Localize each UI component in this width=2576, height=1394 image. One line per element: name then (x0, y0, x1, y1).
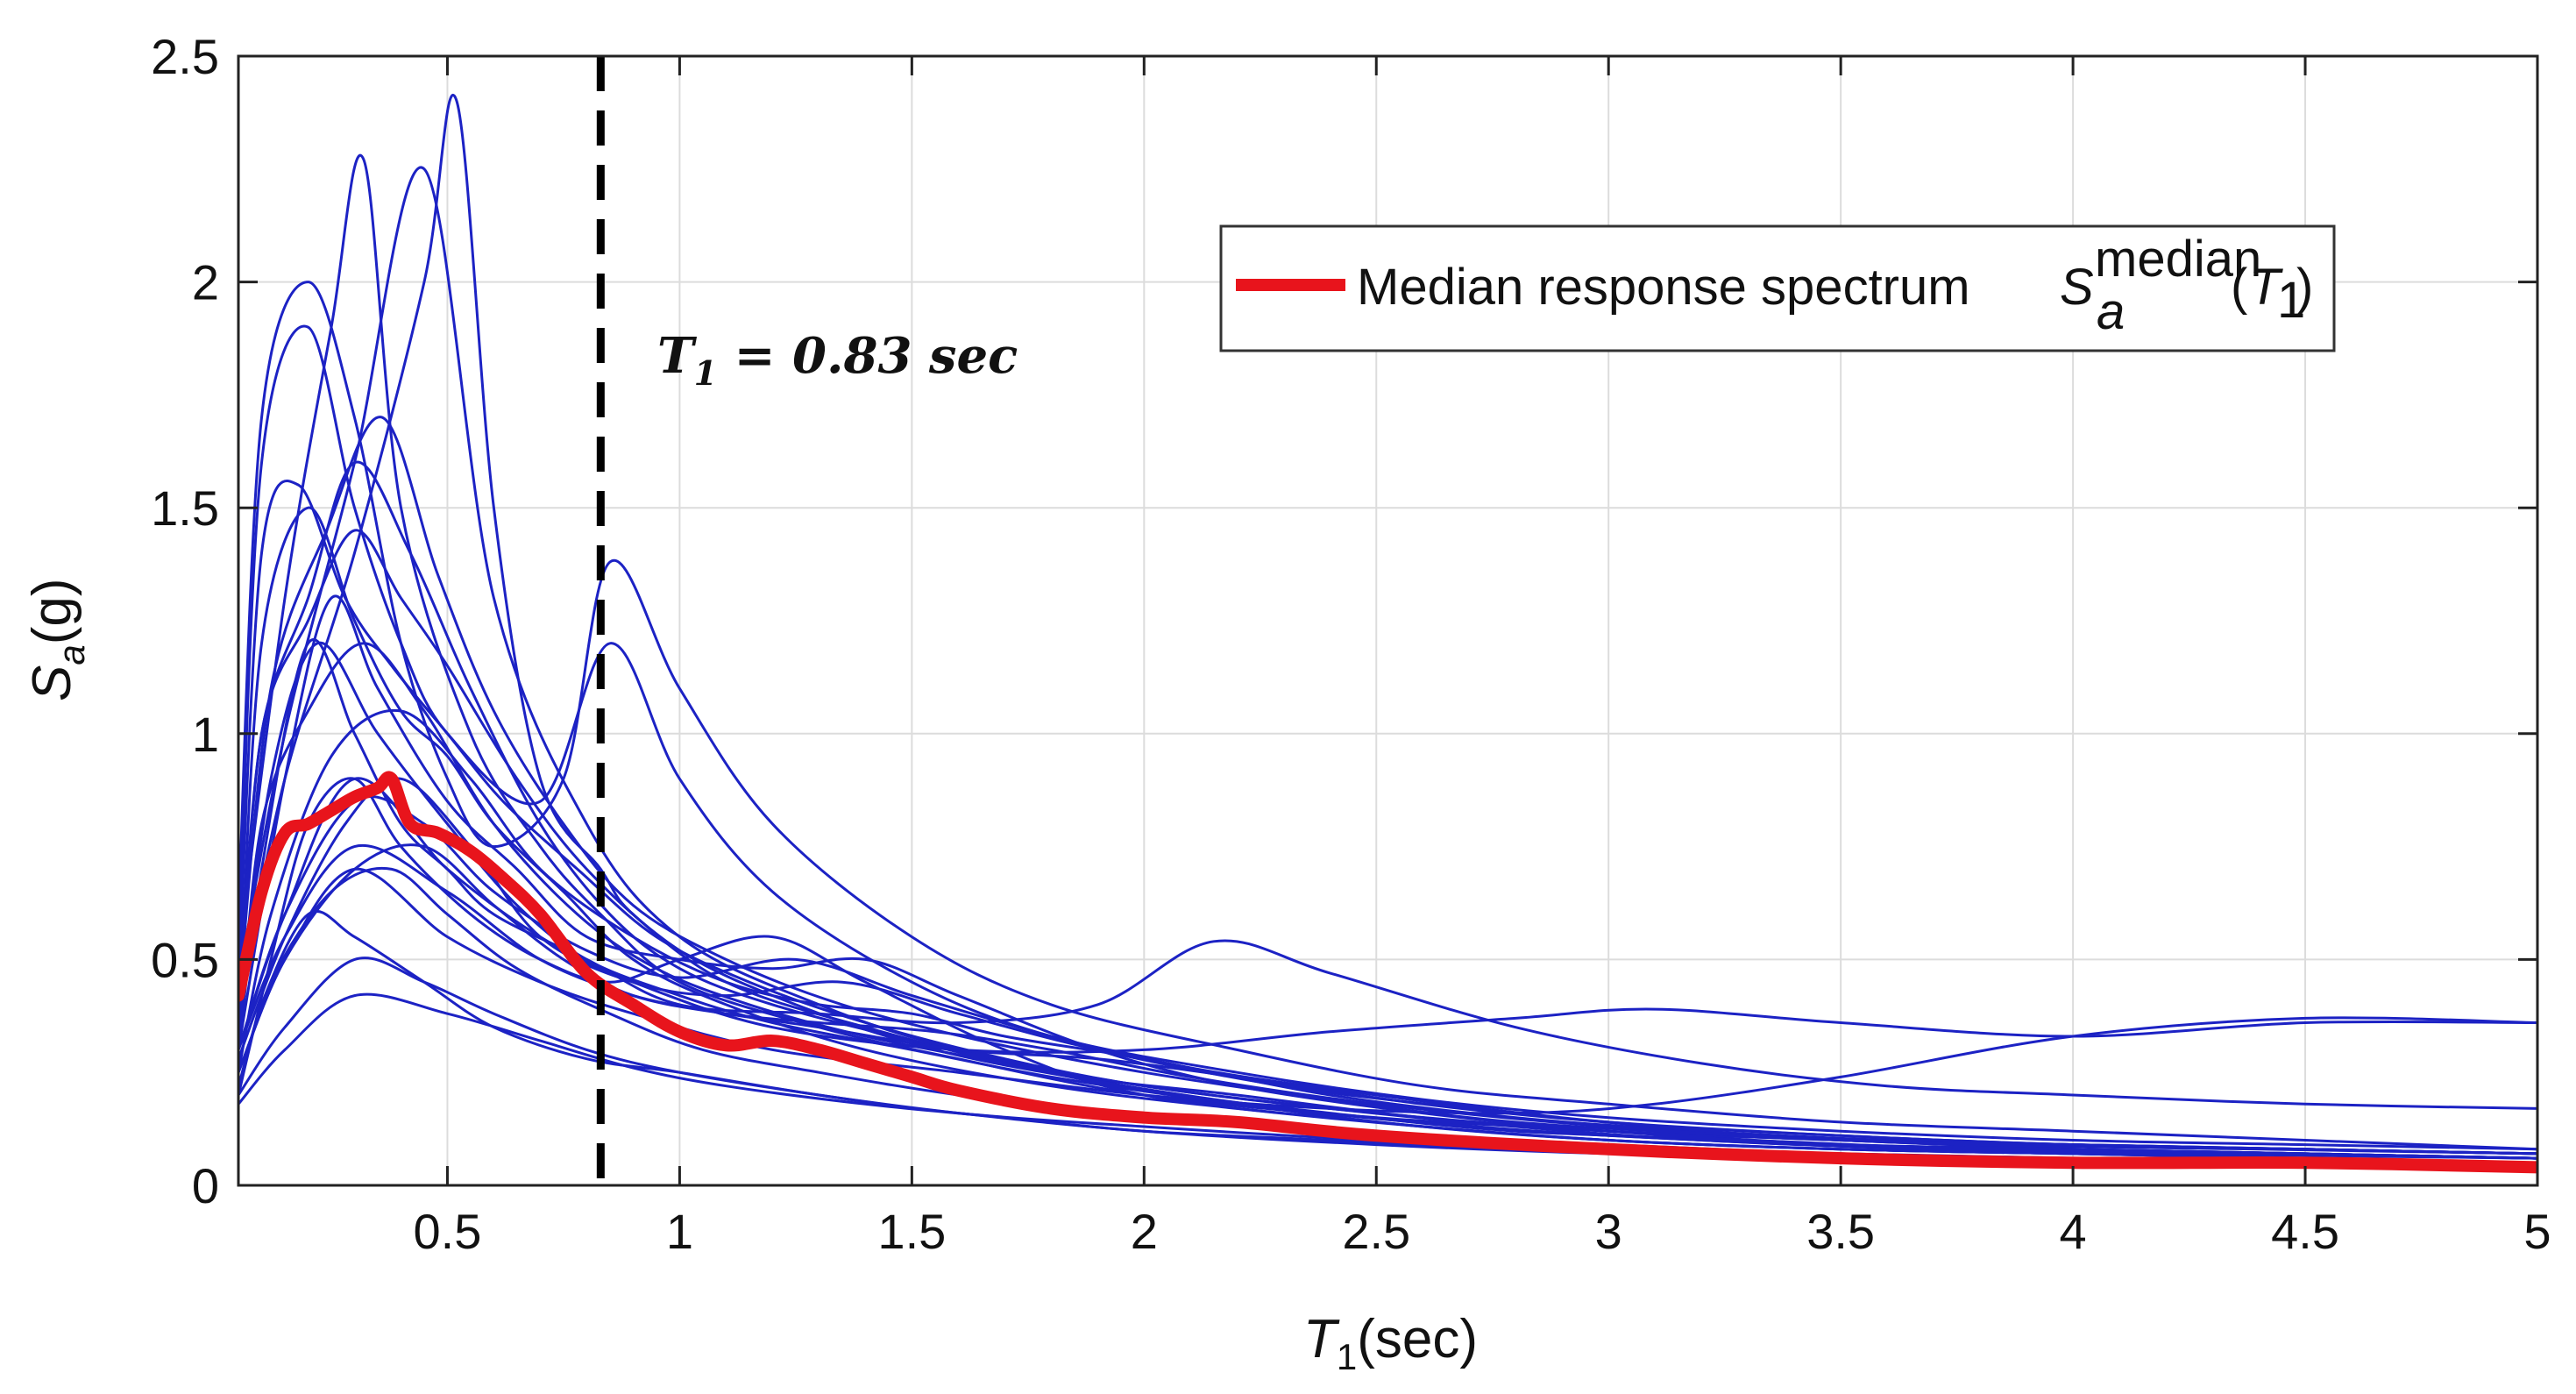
legend-median-label: Median response spectrum (1357, 259, 1970, 316)
median-series (238, 771, 2537, 1174)
x-tick-label-7: 4 (2060, 1204, 2087, 1259)
spectrum-line-4 (238, 324, 2537, 1151)
x-tick-label-2: 1.5 (877, 1204, 946, 1259)
x-axis-title: T1(sec) (1303, 1309, 1478, 1377)
annotation-value: = 0.83 sec (717, 327, 1018, 385)
spectrum-line-26 (238, 529, 2537, 1160)
x-tick-label-8: 4.5 (2271, 1204, 2339, 1259)
tick-labels: 0.5 1 1.5 2 2.5 3 3.5 4 4.5 5 0 0.5 1 1.5 2 2.5 (151, 29, 2551, 1259)
spectrum-line-3 (238, 281, 2537, 1151)
x-tick-label-3: 2 (1131, 1204, 1158, 1259)
y-tick-label-2: 1 (192, 707, 219, 762)
y-tick-label-0: 0 (192, 1158, 219, 1213)
spectrum-line-25 (238, 843, 2537, 1156)
legend-box (1219, 224, 2336, 352)
legend-math-arg: T (2249, 259, 2283, 316)
x-tick-label-5: 3 (1595, 1204, 1622, 1259)
axes (237, 54, 2539, 1187)
spectrum-line-17 (238, 641, 2537, 1164)
annotation-subscript: 1 (694, 353, 717, 393)
x-axis-symbol: T (1303, 1309, 1340, 1369)
legend-math-sub: a (2097, 283, 2125, 340)
y-axis-symbol: S (22, 665, 82, 701)
y-axis-unit: (g) (22, 579, 82, 645)
y-axis-subscript: a (51, 644, 92, 665)
legend-math-symbol: S (2060, 259, 2094, 316)
y-axis-title: Sa(g) (22, 579, 92, 702)
y-tick-label-5: 2.5 (151, 29, 219, 84)
period-annotation: T1 = 0.83 sec (657, 327, 1018, 393)
legend-math-close: ) (2296, 259, 2313, 316)
x-tick-label-1: 1 (666, 1204, 693, 1259)
legend-math-open: ( (2231, 259, 2247, 316)
x-tick-label-6: 3.5 (1806, 1204, 1875, 1259)
annotation-symbol: T (657, 327, 698, 385)
legend-math-arg-sub: 1 (2277, 272, 2305, 329)
x-axis-unit: (sec) (1357, 1309, 1478, 1369)
plot-frame (237, 54, 2539, 1187)
median-spectrum-line (238, 771, 2537, 1174)
y-tick-label-4: 2 (192, 255, 219, 310)
y-tick-label-1: 0.5 (151, 932, 219, 987)
spectrum-line-7 (238, 867, 2537, 1115)
x-tick-label-0: 0.5 (414, 1204, 482, 1259)
x-tick-label-9: 5 (2523, 1204, 2551, 1259)
y-tick-label-3: 1.5 (151, 480, 219, 536)
legend: Median response spectrum S a median ( T … (1219, 224, 2336, 352)
legend-math-sup: median (2095, 231, 2261, 288)
x-axis-subscript: 1 (1337, 1336, 1357, 1377)
x-tick-label-4: 2.5 (1342, 1204, 1410, 1259)
